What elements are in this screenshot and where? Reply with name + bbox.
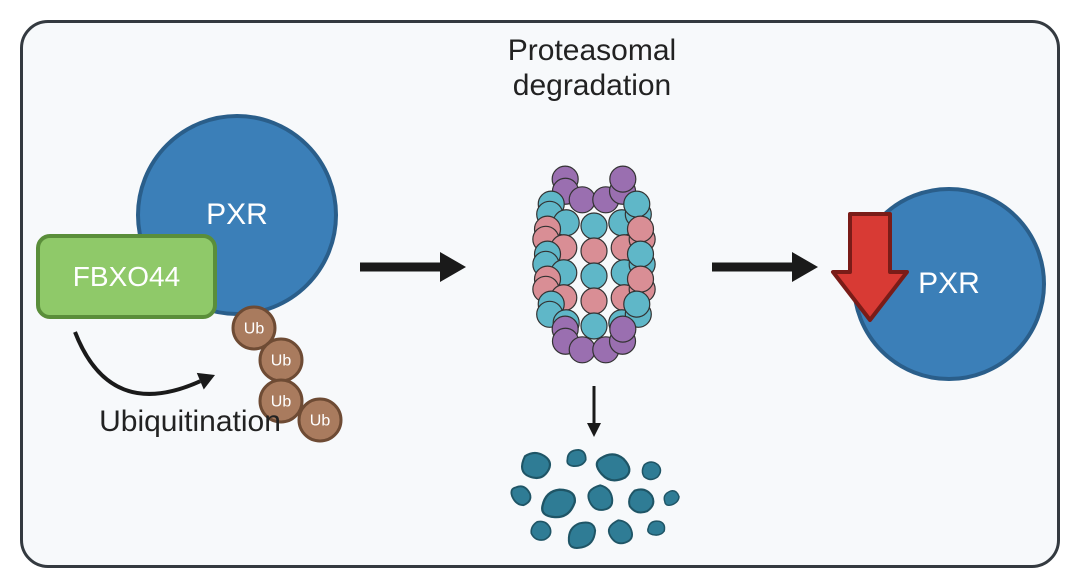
svg-text:Ub: Ub [244,321,265,338]
ubiquitination-label: Ubiquitination [70,405,310,439]
svg-text:Ub: Ub [310,413,331,430]
proteasomal-degradation-label: Proteasomal degradation [472,34,712,103]
degraded-fragments-icon [508,447,682,552]
proteasome-icon [533,166,655,363]
svg-text:Ub: Ub [271,353,292,370]
